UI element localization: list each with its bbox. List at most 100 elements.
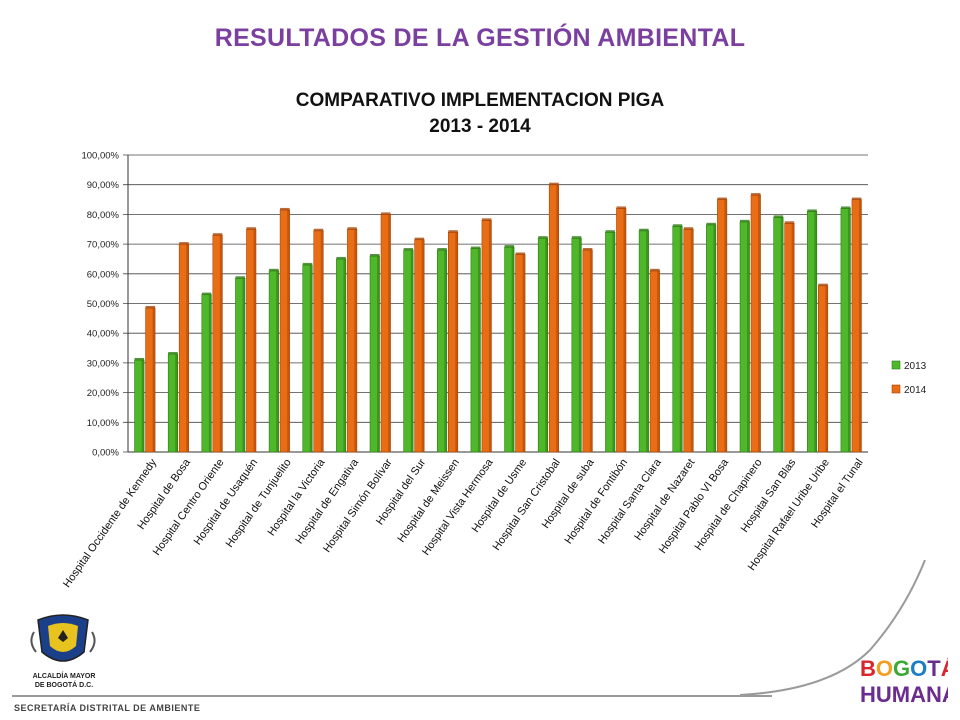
bar-shade bbox=[847, 208, 851, 452]
bar-top bbox=[470, 246, 481, 250]
bar-shade bbox=[858, 199, 862, 452]
bar-top bbox=[280, 207, 290, 211]
bar-2014-19 bbox=[750, 193, 761, 453]
bar-shade bbox=[522, 254, 526, 452]
bar-shade bbox=[511, 247, 515, 452]
bar-shade bbox=[377, 255, 380, 452]
bar-top bbox=[302, 262, 313, 266]
bar-2014-6 bbox=[313, 228, 324, 453]
legend-swatch bbox=[891, 384, 901, 394]
bar-top bbox=[751, 193, 761, 196]
bar-2014-14 bbox=[582, 248, 593, 453]
bar-2014-17 bbox=[683, 227, 694, 453]
bar-2014-7 bbox=[347, 227, 358, 453]
bar-2013-3 bbox=[201, 292, 212, 453]
bar-shade bbox=[388, 214, 391, 452]
bar-shade bbox=[747, 221, 750, 452]
bar-top bbox=[347, 227, 357, 230]
bar-2014-4 bbox=[246, 227, 257, 453]
bar-2014-22 bbox=[851, 197, 862, 453]
bar-shade bbox=[253, 229, 256, 452]
y-axis-ticks: 0,00% 10,00% 20,00% 30,00% 40,00% 50,00% 60,00… bbox=[81, 151, 119, 459]
coat-of-arms-logo bbox=[30, 614, 96, 662]
chart-title-line2: 2013 - 2014 bbox=[429, 116, 531, 137]
bar-top bbox=[370, 253, 380, 257]
bar-2013-2 bbox=[167, 351, 179, 453]
bar-top bbox=[448, 230, 458, 233]
bar-shade bbox=[589, 250, 593, 452]
bar-2014-9 bbox=[414, 237, 425, 453]
bar-2013-22 bbox=[840, 206, 851, 453]
y-tick-label: 0,00% bbox=[92, 448, 119, 459]
bar-2014-2 bbox=[178, 242, 190, 453]
bar-shade bbox=[623, 208, 626, 452]
bar-shade bbox=[646, 230, 649, 452]
bar-top bbox=[571, 236, 582, 239]
bar-shade bbox=[657, 270, 660, 452]
bar-top bbox=[235, 276, 245, 279]
legend-item-2013: 2013 bbox=[891, 360, 927, 372]
bar-2013-9 bbox=[403, 248, 414, 453]
legend-label: 2014 bbox=[904, 385, 927, 396]
legend-label: 2013 bbox=[904, 361, 927, 372]
bar-2013-7 bbox=[336, 256, 347, 453]
bar-shade bbox=[186, 244, 189, 452]
bar-top bbox=[582, 248, 593, 251]
bar-2014-3 bbox=[212, 233, 223, 453]
y-tick-label: 40,00% bbox=[87, 329, 120, 340]
bar-chart: 0,00% 10,00% 20,00% 30,00% 40,00% 50,00% 60,00… bbox=[61, 151, 927, 590]
bar-2014-10 bbox=[447, 230, 459, 453]
bar-shade bbox=[612, 232, 615, 452]
bar-top bbox=[773, 215, 784, 218]
bar-2014-5 bbox=[279, 207, 290, 453]
y-tick-label: 20,00% bbox=[87, 388, 120, 399]
bar-2013-11 bbox=[470, 246, 481, 453]
bar-2014-20 bbox=[784, 221, 795, 453]
bar-top bbox=[134, 357, 145, 361]
bar-top bbox=[784, 221, 795, 224]
y-tick-label: 70,00% bbox=[87, 240, 120, 251]
bar-2013-14 bbox=[571, 236, 582, 453]
bar-2013-17 bbox=[672, 224, 683, 453]
chart-title: COMPARATIVO IMPLEMENTACION PIGA 2013 - 2… bbox=[0, 88, 960, 140]
bar-2013-18 bbox=[706, 222, 717, 453]
bar-top bbox=[549, 182, 559, 186]
bar-shade bbox=[758, 195, 761, 452]
x-tick-label: Hospital de Usaquén bbox=[192, 457, 260, 548]
bar-shade bbox=[679, 226, 683, 452]
bar-shade bbox=[152, 307, 156, 452]
x-tick-label: Hospital de Tunjuelito bbox=[224, 457, 294, 550]
bar-top bbox=[818, 283, 828, 287]
bar-2013-4 bbox=[235, 276, 246, 453]
bar-2014-1 bbox=[145, 305, 156, 453]
bar-top bbox=[538, 236, 548, 239]
bar-shade bbox=[455, 232, 458, 452]
bar-shade bbox=[320, 230, 324, 452]
bar-top bbox=[414, 237, 425, 241]
bar-2014-8 bbox=[380, 212, 391, 453]
bar-shade bbox=[556, 184, 559, 452]
y-tick-label: 60,00% bbox=[87, 269, 120, 280]
bar-top bbox=[313, 228, 324, 232]
bar-top bbox=[851, 197, 862, 201]
y-tick-label: 100,00% bbox=[81, 151, 119, 162]
bar-top bbox=[403, 248, 414, 251]
bar-2013-16 bbox=[638, 228, 649, 453]
bar-2013-8 bbox=[369, 253, 380, 453]
x-tick-label: Hospital de Meissen bbox=[395, 457, 462, 545]
x-tick-label: Hospital de Fontibón bbox=[562, 457, 630, 547]
bar-shade bbox=[713, 224, 716, 452]
bar-shade bbox=[825, 285, 828, 452]
bar-shade bbox=[477, 248, 481, 452]
legend-swatch bbox=[891, 360, 901, 370]
bar-shade bbox=[354, 229, 357, 452]
bar-top bbox=[179, 242, 189, 245]
bar-2014-13 bbox=[548, 182, 560, 453]
bar-shade bbox=[545, 238, 548, 452]
bar-2014-16 bbox=[649, 268, 660, 453]
bar-shade bbox=[141, 359, 145, 452]
bar-shade bbox=[724, 199, 727, 452]
bogota-humana-logo: BOGOTÁ HUMANA bbox=[860, 656, 948, 707]
bar-shade bbox=[208, 294, 212, 452]
bar-top bbox=[672, 224, 683, 227]
